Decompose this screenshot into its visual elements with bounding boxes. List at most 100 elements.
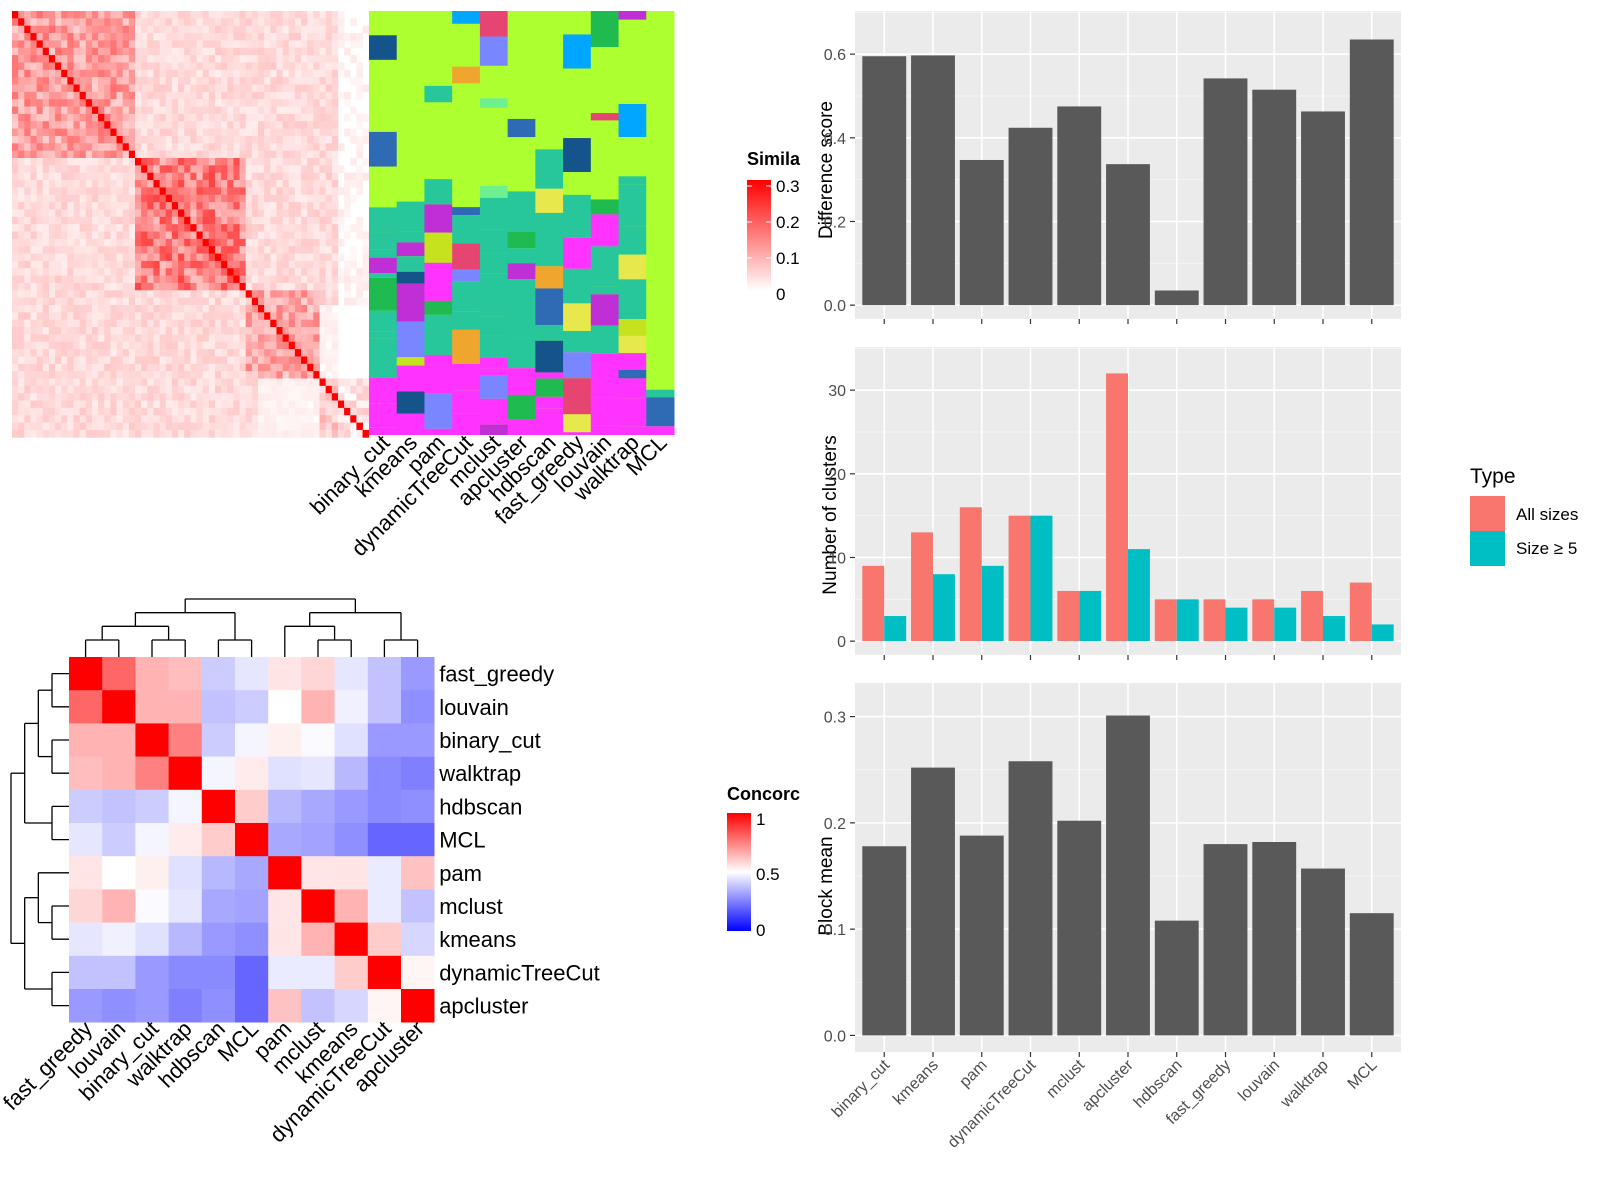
similarity-cell [239,422,247,431]
similarity-cell [159,334,167,343]
cluster-segment [590,199,620,215]
similarity-cell [135,312,142,321]
similarity-cell [270,202,277,210]
similarity-cell [153,231,160,240]
similarity-cell [159,135,167,144]
similarity-cell [85,290,93,299]
similarity-cell [55,25,62,34]
similarity-cell [73,334,81,343]
similarity-cell [251,349,259,357]
similarity-cell [264,231,271,240]
similarity-cell [221,18,228,27]
similarity-cell [159,33,167,41]
similarity-cell [208,55,216,63]
similarity-cell [147,150,154,159]
similarity-cell [165,268,173,276]
similarity-cell [147,62,154,71]
similarity-cell [270,393,277,401]
similarity-cell [251,238,259,247]
concordance-cell [268,989,302,1023]
similarity-cell [208,356,216,365]
similarity-cell [159,407,167,416]
similarity-cell [61,25,68,34]
similarity-tick-label: 0.2 [776,213,800,232]
similarity-cell [245,84,253,93]
similarity-cell [251,143,259,152]
similarity-cell [18,415,25,423]
similarity-cell [301,260,308,269]
similarity-cell [165,128,173,137]
similarity-cell [344,378,351,387]
similarity-cell [227,121,234,129]
y-tick-label: 0.3 [824,710,846,727]
similarity-cell [165,62,173,71]
similarity-cell [42,158,50,166]
cluster-segment [507,394,536,420]
similarity-cell [30,334,37,343]
similarity-cell [36,202,44,210]
similarity-cell [202,18,210,27]
concordance-cell [401,723,435,757]
bar-size-ge5 [1030,515,1053,642]
similarity-cell [245,33,253,41]
similarity-cell [153,194,160,203]
similarity-cell [264,18,271,27]
similarity-cell [159,268,167,276]
similarity-cell [301,187,308,196]
similarity-cell [362,400,370,409]
similarity-cell [36,40,44,49]
similarity-cell [61,275,68,284]
similarity-cell [184,422,191,431]
similarity-cell [61,319,68,328]
similarity-cell [171,275,179,284]
similarity-cell [79,165,87,174]
similarity-cell [159,356,167,365]
similarity-cell [214,415,222,423]
similarity-cell [251,341,259,350]
similarity-cell [153,385,160,394]
similarity-cell [270,187,277,196]
similarity-cell [264,180,271,188]
similarity-cell [42,371,50,379]
similarity-cell [196,246,204,254]
similarity-cell [67,180,74,188]
similarity-cell [30,106,37,115]
similarity-cell [85,319,93,328]
similarity-cell [104,319,111,328]
similarity-cell [85,143,93,152]
similarity-cell [294,385,302,394]
similarity-cell [48,334,56,343]
similarity-cell [227,422,234,431]
similarity-cell [98,165,105,174]
similarity-cell [337,143,345,152]
similarity-cell [313,91,320,100]
similarity-cell [116,113,124,122]
similarity-cell [104,385,111,394]
similarity-cell [104,238,111,247]
similarity-cell [313,224,320,232]
similarity-cell [122,47,130,56]
similarity-cell [239,11,247,19]
similarity-cell [159,18,167,27]
similarity-cell [294,400,302,409]
similarity-cell [24,341,31,350]
similarity-cell [214,334,222,343]
similarity-cell [128,99,136,107]
similarity-cell [79,77,87,85]
similarity-cell [233,77,240,85]
similarity-cell [208,349,216,357]
similarity-cell [282,187,290,196]
bar-all-sizes [911,532,933,642]
cluster-segment [590,47,620,70]
concordance-cell [334,789,369,824]
similarity-cell [67,305,74,313]
similarity-cell [135,84,142,93]
similarity-cell [165,194,173,203]
similarity-cell [214,62,222,71]
cluster-segment [535,372,564,379]
similarity-cell [313,158,320,166]
similarity-cell [270,180,277,188]
cluster-segment [535,149,564,189]
similarity-cell [91,385,99,394]
similarity-cell [18,121,25,129]
